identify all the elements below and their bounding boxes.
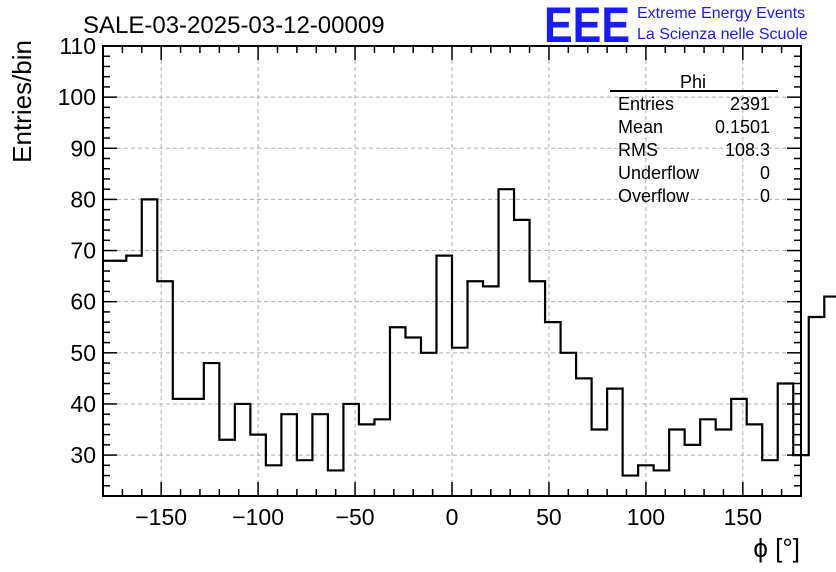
histogram-bin [173,399,189,496]
histogram-bin [421,353,437,496]
histogram-bin [468,281,484,496]
stats-row-label: Underflow [618,163,700,183]
histogram-bin [374,419,390,496]
y-tick-label: 80 [70,186,96,212]
y-tick-label: 100 [58,84,96,110]
eee-logo-line1: Extreme Energy Events [637,5,805,22]
histogram-line [110,188,836,477]
histogram-bin [204,363,220,496]
eee-logo-mark: EEE [544,0,630,53]
x-axis-label: ϕ [°] [753,533,800,563]
histogram-bin [762,460,778,496]
stats-row-value: 2391 [730,94,770,114]
histogram-bin [592,430,608,496]
histogram-bin [669,430,685,496]
histogram-bin [607,389,623,496]
stats-row-label: Overflow [618,186,690,206]
stats-row-label: RMS [618,140,658,160]
histogram-bin [731,399,747,496]
histogram-bin [545,322,561,496]
x-tick-labels: −150 −100 −50 0 50 100 150 [135,504,762,530]
x-tick-label: 50 [536,504,562,530]
histogram-bin [188,399,204,496]
histogram-bin [778,384,794,497]
histogram-bin [824,297,836,496]
x-tick-label: 150 [724,504,762,530]
y-tick-label: 50 [70,340,96,366]
stats-box: Phi Entries 2391 Mean 0.1501 RMS 108.3 Underfl… [610,72,778,206]
histogram-bin [483,286,499,496]
histogram-bin [685,445,701,496]
histogram-bin [499,189,515,496]
histogram-bin [266,465,282,496]
x-tick-label: 0 [446,504,459,530]
y-tick-labels: 30 40 50 60 70 80 90 100 110 [58,33,96,468]
histogram-bin [716,430,732,496]
histogram-bin [297,460,313,496]
stats-box-title: Phi [680,72,706,92]
histogram-bin [514,220,530,496]
stats-rows: Entries 2391 Mean 0.1501 RMS 108.3 Underflow 0 O… [618,94,770,206]
axis-ticks [103,45,801,496]
chart-title: SALE-03-2025-03-12-00009 [83,12,385,39]
y-axis-label: Entries/bin [7,40,37,163]
histogram-bin [576,378,592,496]
stats-row-value: 108.3 [725,140,770,160]
histogram-bin [700,419,716,496]
histogram-bin [235,404,251,496]
stats-row-value: 0 [760,163,770,183]
histogram-bin [436,256,452,496]
histogram-bin [623,476,639,496]
eee-logo-line2: La Scienza nelle Scuole [637,26,808,43]
stats-row-value: 0.1501 [715,117,770,137]
y-tick-label: 60 [70,289,96,315]
histogram [103,188,836,497]
y-tick-label: 30 [70,442,96,468]
stats-row-label: Mean [618,117,663,137]
histogram-bin [111,261,127,496]
histogram-bin [530,281,546,496]
histogram-bin [126,256,142,496]
histogram-bin [561,353,577,496]
stats-row-label: Entries [618,94,674,114]
histogram-bin [654,470,670,496]
histogram-bin [281,414,297,496]
x-tick-label: −50 [336,504,375,530]
x-tick-label: −150 [135,504,187,530]
stats-row-value: 0 [760,186,770,206]
y-tick-label: 90 [70,135,96,161]
y-tick-label: 70 [70,238,96,264]
histogram-bin [219,440,235,496]
histogram-bin [452,348,468,496]
histogram-bin [157,281,173,496]
histogram-bin [747,424,763,496]
x-tick-label: −100 [232,504,284,530]
x-tick-label: 100 [627,504,665,530]
histogram-bin [359,424,375,496]
histogram-bin [142,199,158,496]
histogram-bin [343,404,359,496]
histogram-bin [405,337,421,496]
histogram-bin [809,317,825,496]
y-tick-label: 110 [59,33,96,59]
histogram-bin [390,327,406,496]
histogram-bin [312,414,328,496]
y-tick-label: 40 [70,391,96,417]
